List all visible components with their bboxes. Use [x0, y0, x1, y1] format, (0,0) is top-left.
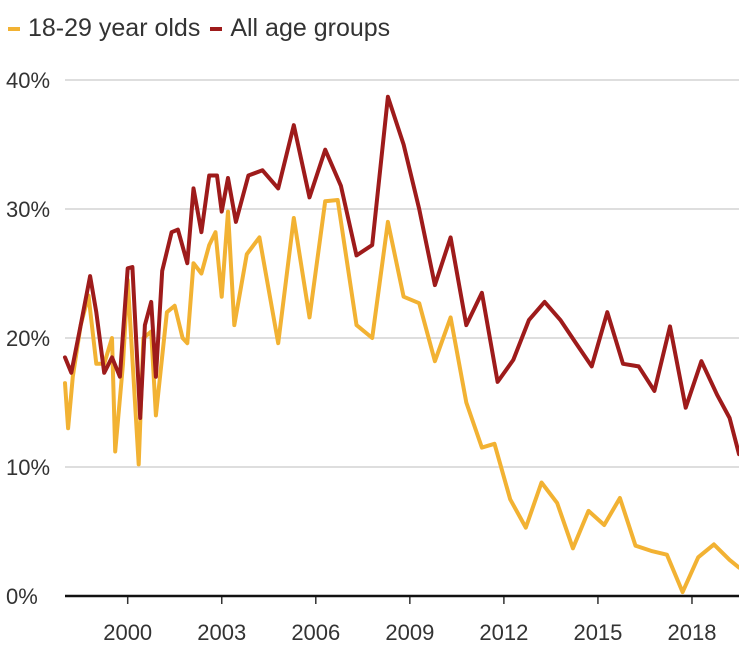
series-line-1: [63, 94, 739, 457]
y-tick-label: 30%: [6, 197, 50, 222]
x-tick-label: 2012: [479, 620, 528, 645]
legend-label-young: 18-29 year olds: [28, 14, 201, 42]
legend-label-all: All age groups: [230, 14, 391, 42]
x-tick-label: 2006: [291, 620, 340, 645]
x-tick-label: 2000: [103, 620, 152, 645]
x-tick-label: 2009: [385, 620, 434, 645]
x-tick-label: 2015: [573, 620, 622, 645]
legend: 18-29 year olds All age groups: [8, 14, 390, 43]
x-tick-label: 2003: [197, 620, 246, 645]
y-tick-label: 20%: [6, 326, 50, 351]
y-tick-label: 0%: [6, 584, 38, 609]
y-tick-label: 40%: [6, 68, 50, 93]
legend-swatch-all: [210, 26, 223, 31]
legend-item-young: 18-29 year olds: [8, 14, 200, 43]
x-tick-label: 2018: [668, 620, 717, 645]
y-tick-label: 10%: [6, 455, 50, 480]
legend-swatch-young: [8, 26, 20, 31]
legend-item-all: All age groups: [210, 14, 390, 43]
